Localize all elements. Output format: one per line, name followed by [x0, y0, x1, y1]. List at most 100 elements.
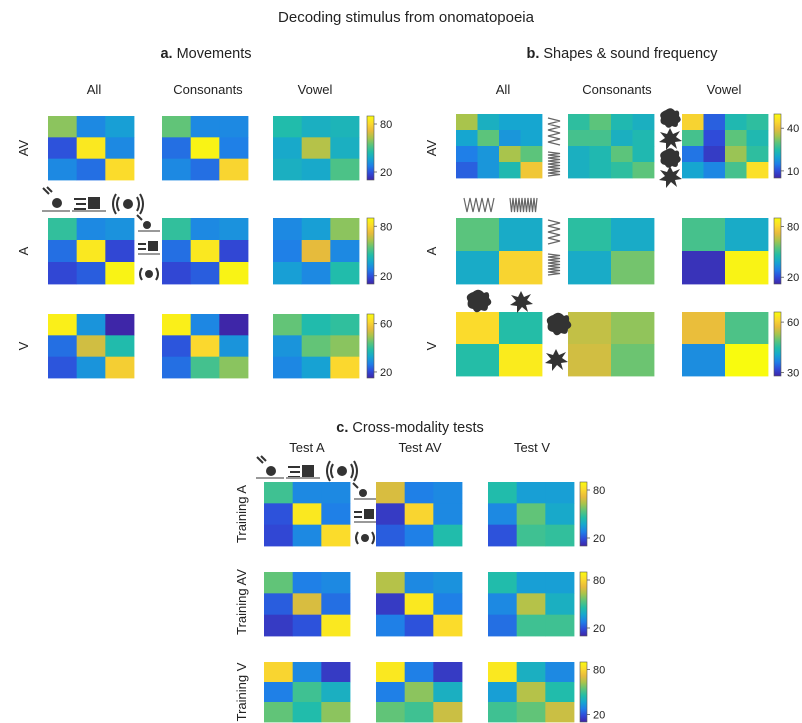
heatmap-cell: [273, 137, 303, 160]
heatmap-cell: [516, 503, 546, 526]
heatmap-cell: [376, 682, 406, 703]
heatmap-cell: [48, 262, 78, 285]
sliding-box-icon: [354, 509, 376, 523]
heatmap-b-av-consonants: [568, 114, 655, 179]
heatmap-b-a-consonants: [568, 218, 655, 285]
heatmap-cell: [321, 482, 351, 504]
heatmap-cell: [330, 240, 360, 263]
heatmap-cell: [488, 572, 518, 594]
heatmap-cell: [682, 312, 726, 345]
heatmap-cell: [301, 356, 331, 379]
falling-ball-icon: [42, 186, 70, 212]
motion-icons-a: [42, 186, 144, 215]
heatmap-layer: [48, 114, 769, 723]
heatmap-cell: [264, 682, 294, 703]
heatmap-cell: [456, 130, 478, 147]
heatmap-cell: [48, 158, 78, 181]
waveform-icons-b-av: [547, 117, 561, 177]
heatmap-cell: [516, 702, 546, 723]
spiky-star-icon: [510, 291, 533, 313]
heatmap-cell: [589, 146, 612, 163]
heatmap-cell: [682, 146, 704, 163]
heatmap-cell: [330, 158, 360, 181]
heatmap-cell: [264, 702, 294, 723]
col-label-c-test-v: Test V: [514, 440, 550, 455]
heatmap-cell: [516, 524, 546, 547]
heatmap-cell: [273, 240, 303, 263]
heatmap-cell: [273, 158, 303, 181]
heatmap-cell: [105, 137, 135, 160]
heatmap-cell: [273, 218, 303, 241]
heatmap-cell: [456, 114, 478, 131]
row-label-c-training-a: Training A: [234, 485, 249, 543]
heatmap-cell: [499, 162, 521, 179]
heatmap-cell: [516, 682, 546, 703]
colorbar-b-a: 80 20: [773, 217, 799, 285]
heatmap-cell: [48, 240, 78, 263]
heatmap-cell: [105, 218, 135, 241]
sliding-box-icon: [138, 241, 160, 255]
col-label-b-all: All: [496, 82, 511, 97]
colorbar-gradient: [366, 217, 375, 285]
heatmap-cell: [703, 162, 726, 179]
heatmap-cell: [746, 146, 769, 163]
heatmap-c-training-v-test-av: [376, 662, 463, 723]
colorbar-tick-label: 20: [380, 367, 392, 379]
heatmap-cell: [545, 682, 575, 703]
heatmap-cell: [321, 702, 351, 723]
col-label-c-test-av: Test AV: [398, 440, 441, 455]
heatmap-cell: [516, 482, 546, 504]
heatmap-cell: [321, 682, 351, 703]
figure-title: Decoding stimulus from onomatopoeia: [278, 9, 535, 26]
heatmap-cell: [292, 702, 322, 723]
heatmap-b-av-all: [456, 114, 543, 179]
heatmap-a-a-all: [48, 218, 135, 285]
motion-icons-c: [256, 455, 358, 482]
heatmap-cell: [48, 218, 78, 241]
heatmap-cell: [725, 130, 747, 147]
heatmap-cell: [273, 116, 303, 138]
row-label-a-av: AV: [16, 139, 31, 156]
heatmap-c-training-a-test-v: [488, 482, 575, 547]
heatmap-cell: [456, 312, 500, 345]
heatmap-cell: [190, 262, 220, 285]
colorbar-tick-label: 60: [380, 319, 392, 331]
heatmap-cell: [632, 162, 655, 179]
heatmap-cell: [499, 146, 521, 163]
heatmap-cell: [404, 524, 434, 547]
falling-ball-icon: [352, 482, 376, 500]
heatmap-cell: [456, 146, 478, 163]
heatmap-cell: [520, 146, 543, 163]
row-label-b-av: AV: [424, 139, 439, 156]
panel-b-title: b. Shapes & sound frequency: [526, 46, 718, 62]
heatmap-cell: [162, 158, 192, 181]
colorbar-c-training-av: 80 20: [579, 571, 605, 637]
vibrating-ball-icon: [326, 460, 358, 482]
heatmap-cell: [162, 335, 192, 358]
heatmap-cell: [725, 344, 769, 377]
low-frequency-wave-icon: [463, 197, 495, 213]
heatmap-cell: [433, 524, 463, 547]
colorbar-tick-label: 80: [380, 119, 392, 131]
heatmap-cell: [330, 314, 360, 336]
heatmap-cell: [520, 114, 543, 131]
heatmap-cell: [488, 482, 518, 504]
shape-icons-b-v-side: [545, 312, 572, 371]
colorbar-tick-label: 10: [787, 166, 799, 178]
heatmap-cell: [611, 162, 633, 179]
heatmap-cell: [301, 335, 331, 358]
heatmap-cell: [545, 614, 575, 637]
heatmap-cell: [264, 482, 294, 504]
heatmap-b-v-all: [456, 312, 543, 377]
heatmap-cell: [456, 162, 478, 179]
colorbar-c-training-a: 80 20: [579, 481, 605, 547]
heatmap-cell: [545, 662, 575, 683]
heatmap-cell: [301, 314, 331, 336]
high-frequency-wave-icon: [509, 197, 538, 213]
heatmap-cell: [273, 314, 303, 336]
heatmap-cell: [76, 240, 106, 263]
heatmap-cell: [545, 482, 575, 504]
heatmap-cell: [456, 218, 500, 252]
heatmap-cell: [568, 146, 590, 163]
